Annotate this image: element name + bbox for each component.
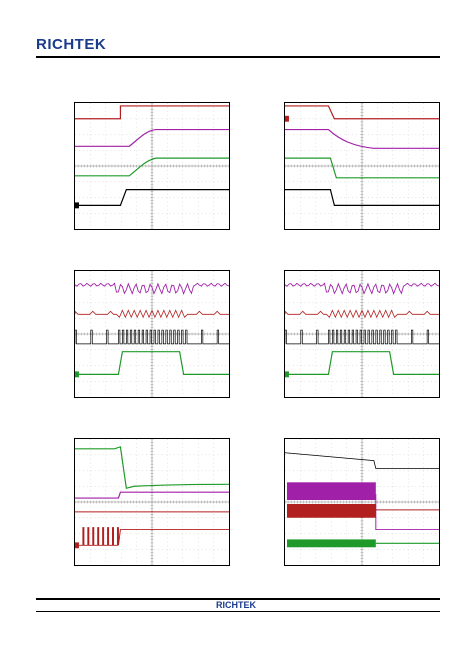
trace-red bbox=[75, 309, 229, 319]
header-logo: RICHTEK bbox=[36, 36, 107, 53]
trace-purple bbox=[375, 494, 439, 531]
waveform-plot bbox=[285, 103, 439, 229]
noise-band-green bbox=[286, 539, 376, 548]
trace-black bbox=[75, 189, 229, 206]
waveform-plot bbox=[285, 271, 439, 397]
trace-black bbox=[285, 189, 439, 206]
waveform-plot bbox=[75, 271, 229, 397]
channel-marker bbox=[285, 115, 289, 122]
trace-green bbox=[75, 157, 229, 177]
channel-marker bbox=[75, 542, 79, 549]
trace-red-pulse bbox=[75, 527, 229, 546]
trace-purple bbox=[285, 128, 439, 149]
channel-marker bbox=[75, 202, 79, 209]
trace-red bbox=[75, 105, 229, 120]
trace-purple bbox=[75, 491, 229, 499]
trace-purple bbox=[75, 128, 229, 147]
scope-bottom-right bbox=[284, 438, 440, 566]
trace-green bbox=[285, 157, 439, 179]
scope-top-left bbox=[74, 102, 230, 230]
trace-purple bbox=[285, 282, 439, 295]
trace-red bbox=[285, 309, 439, 319]
scope-bottom-left bbox=[74, 438, 230, 566]
noise-band-red bbox=[286, 503, 376, 518]
trace-green bbox=[75, 446, 229, 489]
footer-logo: RICHTEK bbox=[216, 600, 256, 610]
trace-green bbox=[285, 351, 439, 375]
scope-mid-left bbox=[74, 270, 230, 398]
channel-marker bbox=[285, 371, 289, 378]
channel-marker bbox=[75, 371, 79, 378]
trace-purple bbox=[75, 282, 229, 295]
trace-black bbox=[75, 329, 229, 345]
scope-top-right bbox=[284, 102, 440, 230]
footer-rule-thin bbox=[36, 611, 440, 612]
noise-band-purple bbox=[286, 482, 376, 501]
header-rule bbox=[36, 56, 440, 58]
waveform-plot bbox=[285, 439, 439, 565]
trace-black bbox=[285, 329, 439, 345]
trace-black bbox=[285, 452, 439, 469]
waveform-plot bbox=[75, 439, 229, 565]
footer-rule bbox=[36, 598, 440, 600]
waveform-plot bbox=[75, 103, 229, 229]
scope-mid-right bbox=[284, 270, 440, 398]
trace-red bbox=[285, 105, 439, 120]
trace-green bbox=[75, 351, 229, 375]
